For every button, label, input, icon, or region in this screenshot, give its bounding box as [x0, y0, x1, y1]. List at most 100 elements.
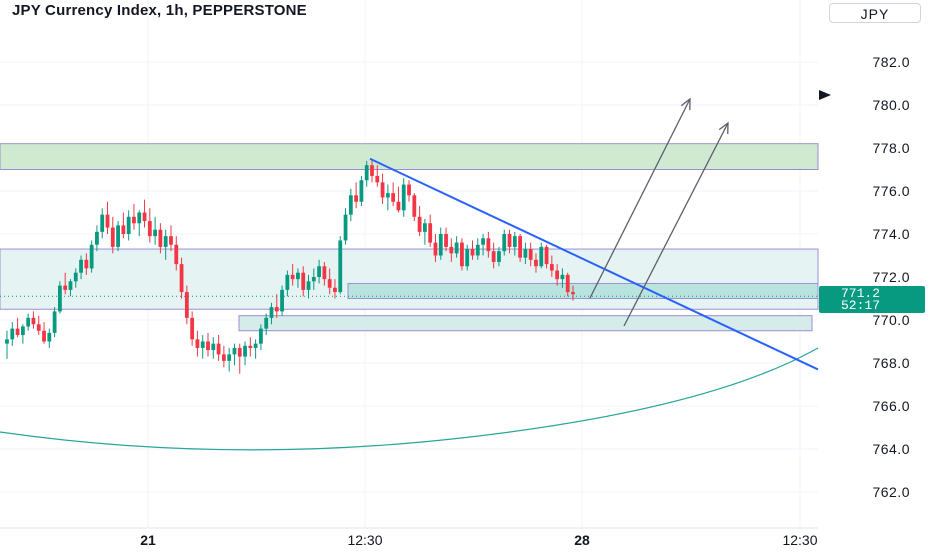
candle-body [465, 249, 470, 267]
candle-body [290, 274, 295, 280]
candle-body [147, 221, 152, 237]
descending-trendline [369, 157, 819, 371]
candle-body [184, 292, 189, 318]
candle-body [216, 343, 221, 355]
candle-body [460, 242, 464, 267]
curve-layer [0, 347, 819, 451]
price-marker-icon [819, 90, 831, 100]
candle-body [338, 240, 343, 293]
candle-body [512, 236, 517, 247]
candle-body [237, 347, 242, 357]
candle-body [565, 274, 570, 293]
y-tick-label: 764.0 [872, 441, 910, 457]
candle-body [253, 343, 258, 348]
y-tick-label: 782.0 [872, 54, 910, 70]
candle-body [5, 339, 9, 344]
candle-body [274, 307, 279, 312]
candle-body [571, 292, 575, 295]
candle-body [301, 272, 306, 290]
candle-body [269, 307, 274, 318]
candle-body [248, 345, 253, 348]
y-tick-label: 778.0 [872, 140, 910, 156]
candle-body [497, 251, 501, 262]
candle-body [433, 242, 438, 256]
candle-body [73, 272, 78, 282]
candle-body [502, 234, 507, 252]
currency-badge[interactable]: JPY [829, 3, 921, 23]
candle-body [195, 339, 200, 348]
candle-body [375, 175, 380, 183]
zones-layer [0, 143, 819, 332]
candle-body [132, 216, 136, 224]
candle-body [407, 184, 411, 196]
candle-body [385, 193, 390, 198]
candle-body [163, 236, 168, 247]
x-tick-label: 12:30 [782, 532, 817, 548]
candle-body [95, 231, 99, 245]
candle-body [190, 317, 195, 340]
candle-body [481, 238, 485, 245]
y-axis: 782.0 780.0 778.0 776.0 774.0 772.0 770.0 768.0… [819, 54, 910, 500]
candle-body [31, 317, 36, 325]
x-tick-label: 21 [140, 532, 156, 548]
candle-body [317, 266, 321, 277]
support-zone-lower [238, 315, 813, 332]
candle-body [412, 195, 417, 217]
candle-body [221, 354, 226, 361]
candle-body [285, 274, 290, 290]
candle-body [243, 345, 247, 357]
candle-body [10, 328, 15, 340]
candle-body [116, 225, 120, 247]
candle-body [417, 216, 422, 232]
candle-body [158, 229, 163, 247]
y-tick-label: 770.0 [872, 312, 910, 328]
y-tick-label: 762.0 [872, 484, 910, 500]
candle-body [47, 332, 52, 342]
candle-body [444, 234, 448, 247]
candle-body [491, 251, 496, 262]
candle-body [137, 212, 142, 224]
candle-body [15, 328, 20, 336]
candle-body [364, 165, 369, 181]
candles-layer [5, 158, 575, 374]
candle-body [454, 242, 459, 254]
candle-body [126, 216, 131, 234]
candle-body [348, 195, 353, 215]
candle-body [438, 234, 443, 256]
candle-body [264, 317, 269, 329]
candle-body [36, 324, 41, 331]
candle-body [528, 249, 533, 260]
candle-body [534, 259, 538, 267]
candle-body [227, 354, 232, 361]
candle-body [470, 249, 475, 256]
x-tick-label: 28 [574, 532, 590, 548]
candle-body [57, 285, 62, 312]
candle-body [422, 223, 427, 232]
candle-body [52, 311, 57, 333]
candle-body [232, 347, 237, 355]
candle-body [544, 246, 549, 265]
projection-arrow [589, 98, 691, 299]
candle-body [449, 246, 454, 254]
candle-body [380, 182, 385, 198]
candle-body [296, 272, 300, 280]
drawings-layer [0, 97, 819, 371]
candle-body [110, 227, 115, 247]
candle-body [280, 289, 284, 312]
candle-body [555, 270, 560, 280]
candle-body [121, 225, 126, 234]
candle-body [475, 244, 480, 256]
supply-zone [0, 143, 819, 170]
y-tick-label: 768.0 [872, 355, 910, 371]
candle-body [518, 236, 523, 258]
candle-body [523, 249, 528, 258]
candle-body [259, 328, 263, 344]
candle-body [105, 214, 110, 228]
x-tick-label: 12:30 [347, 532, 382, 548]
candle-body [68, 281, 73, 290]
candle-body [20, 326, 25, 336]
support-zone-upper [347, 282, 819, 300]
candle-body [322, 266, 327, 280]
